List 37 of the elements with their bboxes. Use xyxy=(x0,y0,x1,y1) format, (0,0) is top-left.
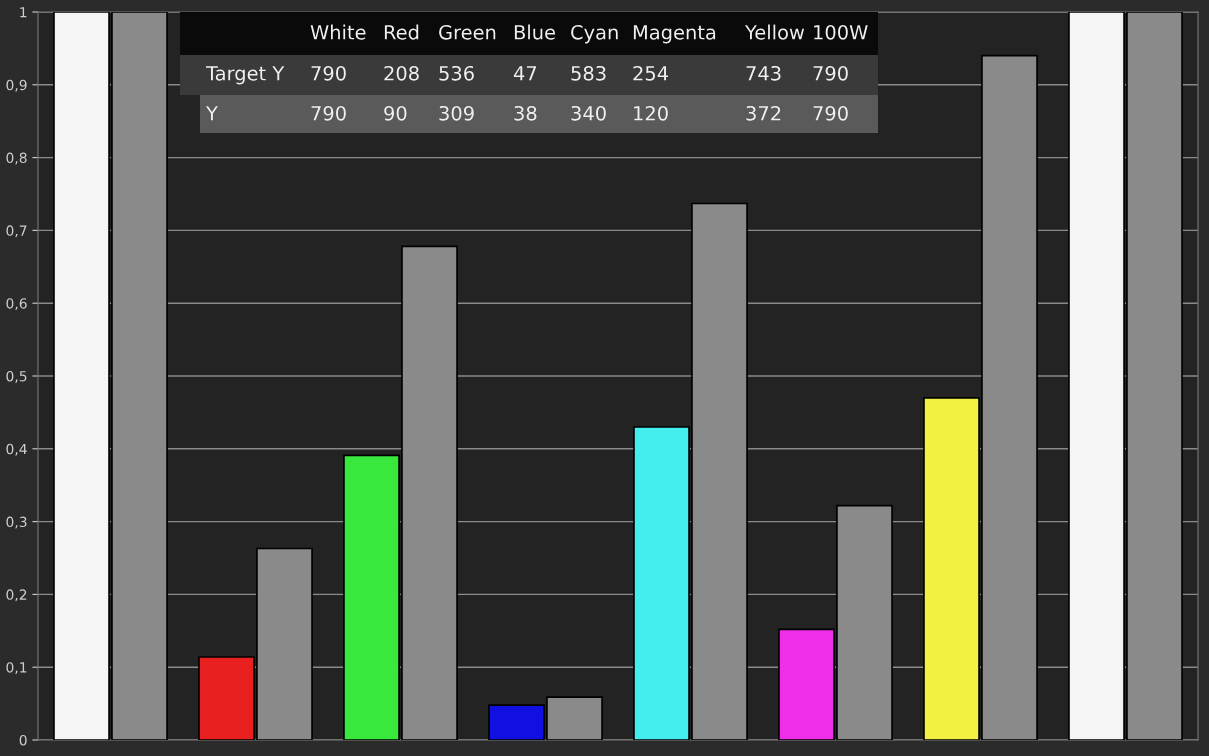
y-tick-label: 0,1 xyxy=(6,662,27,675)
annotation: 120 xyxy=(634,105,668,121)
annotation: 90 xyxy=(384,105,407,121)
y-tick-label: 0 xyxy=(19,734,27,746)
annotation: 372 xyxy=(746,105,781,121)
y-tick-label: 0,9 xyxy=(6,79,27,92)
y-tick-label: 0,7 xyxy=(6,225,27,238)
annotation: White xyxy=(310,24,366,40)
annotation: 47 xyxy=(513,66,537,81)
annotation: 100W xyxy=(814,24,868,40)
y-tick-label: 0,3 xyxy=(6,516,27,529)
annotation: 38 xyxy=(514,105,537,121)
annotation: 583 xyxy=(571,65,606,81)
annotation: Cyan xyxy=(571,24,618,44)
y-tick-label: 0,5 xyxy=(6,370,27,383)
y-tick-label: 0,6 xyxy=(6,298,27,311)
annotation: Target Y xyxy=(205,66,285,85)
annotation: 743 xyxy=(746,65,781,81)
annotation: Green xyxy=(439,24,496,40)
annotation: 309 xyxy=(439,105,474,121)
annotation: 790 xyxy=(311,105,346,121)
annotation: Yellow xyxy=(744,24,805,40)
annotation: 790 xyxy=(311,65,346,81)
annotation: 790 xyxy=(813,105,848,121)
annotation: 536 xyxy=(439,65,474,81)
y-tick-label: 0,4 xyxy=(6,443,27,456)
annotation: 790 xyxy=(813,65,848,81)
annotation: 208 xyxy=(384,65,419,81)
annotation: 254 xyxy=(633,65,669,81)
annotation: Magenta xyxy=(633,25,716,44)
y-tick-label: 0,2 xyxy=(6,589,27,602)
annotation: Y xyxy=(205,106,218,121)
annotation: Blue xyxy=(514,24,555,40)
y-tick-label: 0,8 xyxy=(6,152,27,165)
annotation: 340 xyxy=(571,105,606,121)
y-tick-label: 1 xyxy=(20,7,27,18)
annotation: Red xyxy=(384,24,419,40)
